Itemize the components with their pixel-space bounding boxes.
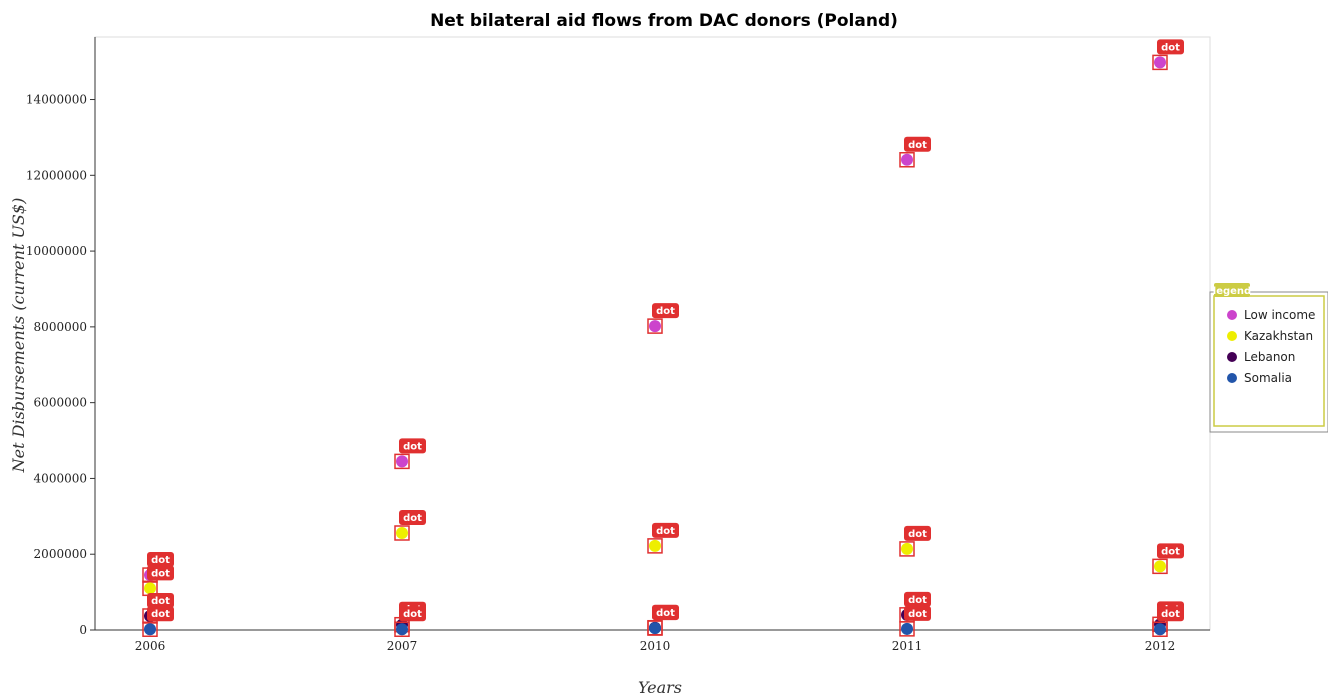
point-tag — [904, 136, 931, 152]
point-tag-label: dot — [656, 526, 675, 537]
point-tag — [904, 605, 931, 621]
legend-entry: Lebanon — [1244, 350, 1295, 364]
y-axis: 0 2000000 4000000 6000000 8000000 10000000 120… — [26, 37, 96, 637]
data-point — [649, 622, 661, 635]
point-tag-label: dot — [908, 609, 927, 620]
data-point — [1154, 623, 1166, 636]
point-tag — [904, 525, 931, 541]
point-tag — [147, 552, 174, 568]
data-point — [396, 455, 408, 468]
data-point — [396, 623, 408, 636]
chart-title: Net bilateral aid flows from DAC donors … — [430, 11, 898, 31]
point-tag — [399, 509, 426, 525]
point-frame — [394, 525, 410, 541]
point-frame — [142, 621, 158, 637]
point-frame — [1152, 558, 1168, 575]
y-tick-label: 0 — [79, 623, 87, 637]
data-point — [901, 542, 913, 555]
data-points: dot dot dot dot dot dot dot dot dot dot dot dot dot d… — [142, 39, 1184, 637]
point-tag-label: dot — [151, 596, 170, 607]
point-tag-label: dot — [656, 306, 675, 317]
point-tag — [147, 606, 174, 622]
legend-entry: Low income — [1244, 308, 1315, 322]
x-axis-label: Years — [638, 678, 682, 697]
point-tag-label: dot — [151, 609, 170, 620]
legend-marker — [1227, 373, 1237, 383]
point-frame — [394, 453, 410, 470]
point-frame — [899, 541, 915, 557]
point-tag — [652, 522, 679, 538]
point-tag — [147, 592, 174, 608]
x-tick-label: 2007 — [387, 639, 418, 653]
point-tag — [652, 605, 679, 621]
point-frame — [647, 538, 663, 554]
data-point — [144, 582, 156, 595]
point-tag — [147, 565, 174, 581]
y-tick-label: 6000000 — [34, 396, 87, 410]
point-frame — [394, 621, 410, 637]
data-point — [396, 526, 408, 539]
legend-entry: Somalia — [1244, 371, 1292, 385]
x-tick-label: 2011 — [892, 639, 923, 653]
data-point — [1154, 56, 1166, 69]
y-tick-label: 10000000 — [26, 244, 87, 258]
point-tag-label: dot — [908, 140, 927, 151]
point-tag — [1157, 606, 1184, 622]
y-tick-label: 12000000 — [26, 168, 87, 182]
legend-tag-label: legend — [1213, 286, 1251, 297]
point-tag — [652, 303, 679, 319]
y-axis-label: Net Disbursements (current US$) — [9, 198, 28, 474]
data-point — [901, 622, 913, 635]
data-point — [649, 320, 661, 333]
point-tag-label: dot — [1161, 609, 1180, 620]
x-tick-label: 2012 — [1145, 639, 1176, 653]
legend-marker — [1227, 331, 1237, 341]
point-tag-label: dot — [908, 595, 927, 606]
y-tick-label: 14000000 — [26, 93, 87, 107]
point-tag-label: dot — [1161, 42, 1180, 53]
x-tick-label: 2006 — [135, 639, 166, 653]
legend-inner-frame — [1213, 295, 1325, 427]
point-tag-label: dot — [151, 555, 170, 566]
legend-marker — [1227, 352, 1237, 362]
y-tick-label: 2000000 — [34, 547, 87, 561]
point-tag-label: dot — [1161, 546, 1180, 557]
point-tag — [1157, 39, 1184, 55]
y-tick-label: 4000000 — [34, 471, 87, 485]
point-tag-label: dot — [151, 568, 170, 579]
point-frame — [1152, 54, 1168, 71]
y-tick-label: 8000000 — [34, 320, 87, 334]
data-point — [901, 153, 913, 166]
point-frame — [899, 621, 915, 637]
point-frame — [647, 318, 663, 334]
legend-marker — [1227, 310, 1237, 320]
point-frame — [1152, 621, 1168, 637]
point-tag — [399, 438, 426, 454]
data-point — [144, 623, 156, 636]
point-tag-label: dot — [656, 608, 675, 619]
point-tag — [1157, 543, 1184, 559]
point-frame — [647, 620, 663, 636]
legend: legend Low income Kazakhstan Lebanon Somalia — [1209, 283, 1328, 433]
point-tag — [904, 591, 931, 607]
data-point — [649, 539, 661, 552]
data-point — [1154, 560, 1166, 573]
point-tag — [399, 606, 426, 622]
point-tag-label: dot — [403, 513, 422, 524]
legend-entry: Kazakhstan — [1244, 329, 1313, 343]
point-frame — [899, 152, 915, 168]
point-tag-label: dot — [403, 441, 422, 452]
point-tag-label: dot — [908, 529, 927, 540]
x-tick-label: 2010 — [640, 639, 671, 653]
legend-tag — [1214, 283, 1250, 297]
point-tag-label: dot — [403, 609, 422, 620]
